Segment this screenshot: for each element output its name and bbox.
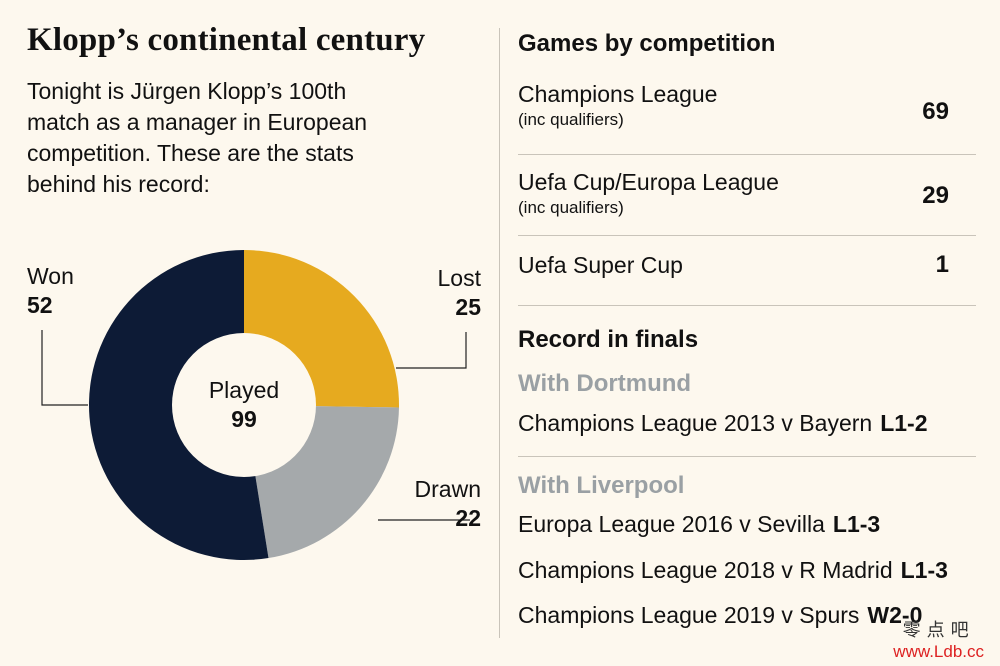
- final-item: Champions League 2018 v R Madrid L1-3: [518, 557, 948, 584]
- competition-value: 1: [935, 251, 949, 278]
- final-result: L1-3: [900, 557, 948, 583]
- rule: [518, 456, 976, 457]
- right-panel: Games by competition Champions League (i…: [518, 0, 976, 666]
- donut-center-label: Played 99: [173, 376, 315, 434]
- finals-title: Record in finals: [518, 326, 699, 353]
- watermark-line2: www.Ldb.cc: [893, 642, 984, 661]
- competitions-title: Games by competition: [518, 30, 776, 57]
- final-result: L1-2: [880, 410, 928, 436]
- final-item: Europa League 2016 v Sevilla L1-3: [518, 511, 880, 538]
- watermark: 零点吧 www.Ldb.cc: [893, 616, 984, 662]
- leader-line-lost: [396, 332, 467, 369]
- competition-name: Uefa Super Cup: [518, 252, 683, 278]
- intro-text: Tonight is Jürgen Klopp’s 100th match as…: [27, 78, 368, 197]
- leader-line-won: [41, 330, 88, 406]
- label-drawn-name: Drawn: [414, 476, 481, 502]
- label-drawn-value: 22: [455, 505, 481, 531]
- final-text: Champions League 2013 v Bayern: [518, 410, 873, 436]
- column-divider: [499, 28, 500, 638]
- label-lost: Lost 25: [438, 264, 481, 322]
- competition-row-champions-league: Champions League (inc qualifiers) 69: [518, 80, 976, 132]
- final-item: Champions League 2013 v Bayern L1-2: [518, 410, 927, 437]
- label-won-value: 52: [27, 292, 53, 318]
- competition-sub: (inc qualifiers): [518, 110, 624, 129]
- competition-value: 29: [922, 182, 949, 209]
- competition-value: 69: [922, 98, 949, 125]
- competition-row-europa-league: Uefa Cup/Europa League (inc qualifiers) …: [518, 168, 976, 220]
- label-lost-name: Lost: [437, 265, 481, 291]
- final-text: Champions League 2019 v Spurs: [518, 602, 860, 628]
- rule: [518, 154, 976, 155]
- center-label-value: 99: [231, 406, 257, 432]
- center-label-text: Played: [208, 377, 280, 403]
- watermark-line1: 零点吧: [902, 620, 975, 640]
- final-result: L1-3: [832, 511, 881, 537]
- club-title-dortmund: With Dortmund: [518, 370, 692, 397]
- competition-name: Champions League: [518, 81, 718, 107]
- page-title: Klopp’s continental century: [27, 22, 426, 58]
- donut-hole: [172, 333, 316, 477]
- final-text: Champions League 2018 v R Madrid: [518, 557, 893, 583]
- donut-chart: [41, 250, 470, 560]
- club-title-liverpool: With Liverpool: [518, 472, 685, 499]
- final-result: W2-0: [867, 602, 923, 628]
- label-won: Won 52: [27, 262, 74, 320]
- label-drawn: Drawn 22: [415, 475, 481, 533]
- rule: [518, 305, 976, 306]
- final-text: Europa League 2016 v Sevilla: [518, 511, 825, 537]
- left-panel: Klopp’s continental century Tonight is J…: [27, 22, 481, 560]
- rule: [518, 235, 976, 236]
- label-won-name: Won: [27, 263, 74, 289]
- competition-name: Uefa Cup/Europa League: [518, 169, 779, 195]
- competition-sub: (inc qualifiers): [518, 198, 624, 217]
- label-lost-value: 25: [455, 294, 481, 320]
- final-item: Champions League 2019 v Spurs W2-0: [518, 602, 922, 629]
- competition-row-super-cup: Uefa Super Cup 1: [518, 251, 976, 279]
